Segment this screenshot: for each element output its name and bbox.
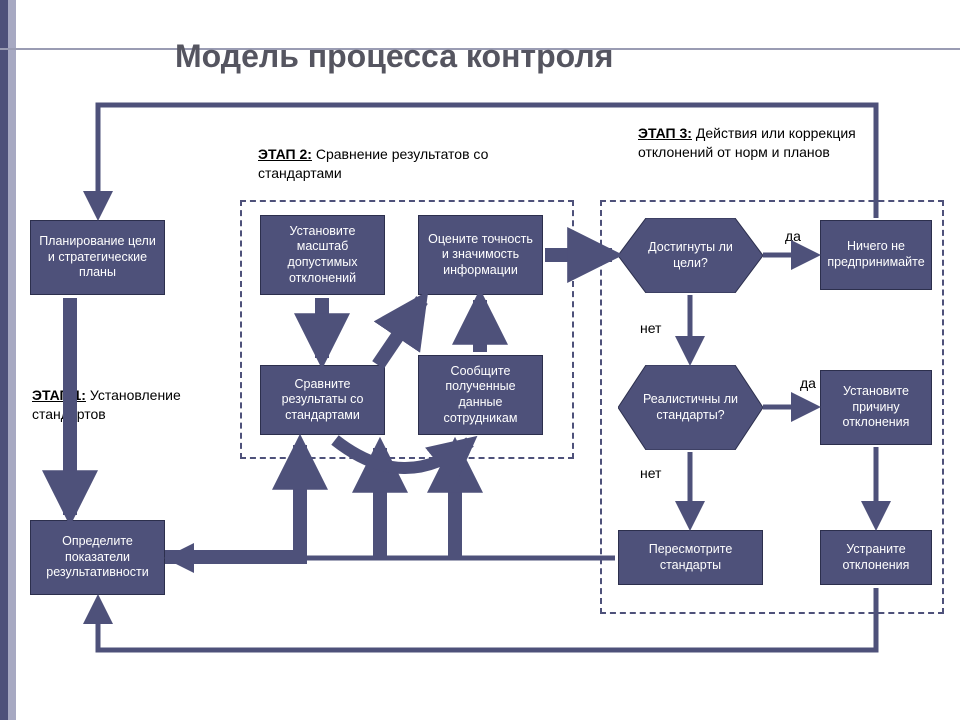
node-evaluate: Оцените точность и значимость информации	[418, 215, 543, 295]
label-yes-realistic: да	[800, 375, 816, 391]
stage3-label: ЭТАП 3: Действия или коррекция отклонени…	[638, 124, 918, 162]
diagram-canvas: Модель процесса контроля ЭТАП 1: Установ…	[0, 0, 960, 720]
stage1-label: ЭТАП 1: Установление стандартов	[32, 386, 192, 424]
stage1-heading: ЭТАП 1:	[32, 387, 86, 403]
node-nothing: Ничего не предпринимайте	[820, 220, 932, 290]
node-goals: Достигнуты ли цели?	[618, 218, 763, 293]
node-compare: Сравните результаты со стандартами	[260, 365, 385, 435]
stage2-label: ЭТАП 2: Сравнение результатов со стандар…	[258, 145, 518, 183]
node-cause: Установите причину отклонения	[820, 370, 932, 445]
node-planning: Планирование цели и стратегические планы	[30, 220, 165, 295]
node-indicators: Определите показатели результативности	[30, 520, 165, 595]
node-inform: Сообщите полученные данные сотрудникам	[418, 355, 543, 435]
node-realistic: Реалистичны ли стандарты?	[618, 365, 763, 450]
node-goals-label: Достигнуты ли цели?	[618, 218, 763, 293]
node-eliminate: Устраните отклонения	[820, 530, 932, 585]
stage3-heading: ЭТАП 3:	[638, 125, 692, 141]
decor-left-dark	[0, 0, 8, 720]
stage2-heading: ЭТАП 2:	[258, 146, 312, 162]
node-realistic-label: Реалистичны ли стандарты?	[618, 365, 763, 450]
label-yes-goals: да	[785, 228, 801, 244]
label-no-realistic: нет	[640, 465, 661, 481]
page-title: Модель процесса контроля	[175, 38, 613, 75]
decor-left-light	[8, 0, 16, 720]
node-scale: Установите масштаб допустимых отклонений	[260, 215, 385, 295]
node-revise: Пересмотрите стандарты	[618, 530, 763, 585]
label-no-goals: нет	[640, 320, 661, 336]
